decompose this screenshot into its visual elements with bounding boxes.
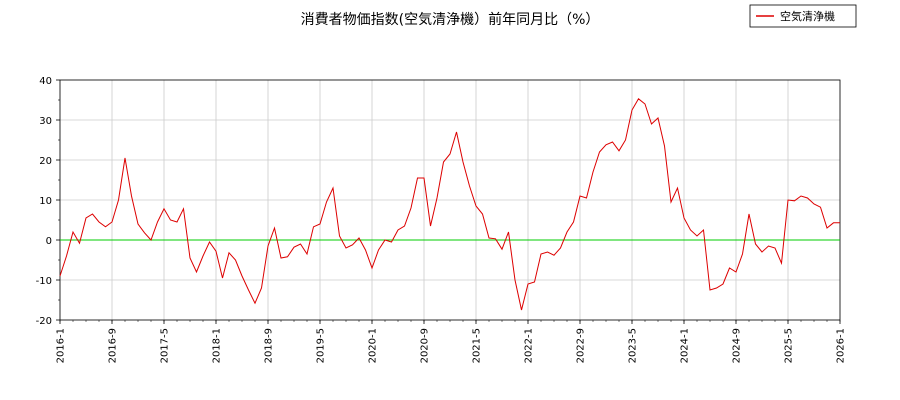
legend-box xyxy=(749,4,857,28)
x-tick-labels: 2016-1 2016-9 2017-5 2018-1 2018-9 2019-5 2020… xyxy=(56,328,847,363)
y-tick-label: 0 xyxy=(46,236,52,247)
x-tick-label: 2017-5 xyxy=(160,328,171,363)
x-tick-label: 2022-9 xyxy=(576,328,587,363)
x-tick-label: 2018-1 xyxy=(212,328,223,363)
legend-label: 空気清浄機 xyxy=(780,9,835,23)
legend: 空気清浄機 xyxy=(749,4,857,28)
axes xyxy=(56,79,841,324)
y-tick-label: 20 xyxy=(39,156,52,167)
series-line-0 xyxy=(59,98,840,311)
y-tick-label: -10 xyxy=(36,276,52,287)
x-tick-label: 2025-5 xyxy=(784,328,795,363)
x-tick-label: 2024-1 xyxy=(680,328,691,363)
x-tick-label: 2020-9 xyxy=(420,328,431,363)
x-tick-label: 2018-9 xyxy=(264,328,275,363)
x-tick-label: 2026-1 xyxy=(836,328,847,363)
y-tick-label: 30 xyxy=(39,116,52,127)
x-tick-label: 2023-5 xyxy=(628,328,639,363)
y-tick-labels: -20 -10 0 10 20 30 40 xyxy=(36,76,52,327)
y-tick-label: 40 xyxy=(39,76,52,87)
x-tick-label: 2021-5 xyxy=(472,328,483,363)
plot-frame xyxy=(59,79,841,321)
x-tick-label: 2022-1 xyxy=(524,328,535,363)
x-tick-label: 2019-5 xyxy=(316,328,327,363)
series-group xyxy=(59,98,840,311)
x-tick-label: 2020-1 xyxy=(368,328,379,363)
x-tick-label: 2016-9 xyxy=(108,328,119,363)
x-tick-label: 2024-9 xyxy=(732,328,743,363)
x-tick-label: 2016-1 xyxy=(56,328,67,363)
chart-title: 消費者物価指数(空気清浄機）前年同月比（%） xyxy=(301,11,600,28)
y-tick-label: -20 xyxy=(36,316,52,327)
y-tick-label: 10 xyxy=(39,196,52,207)
